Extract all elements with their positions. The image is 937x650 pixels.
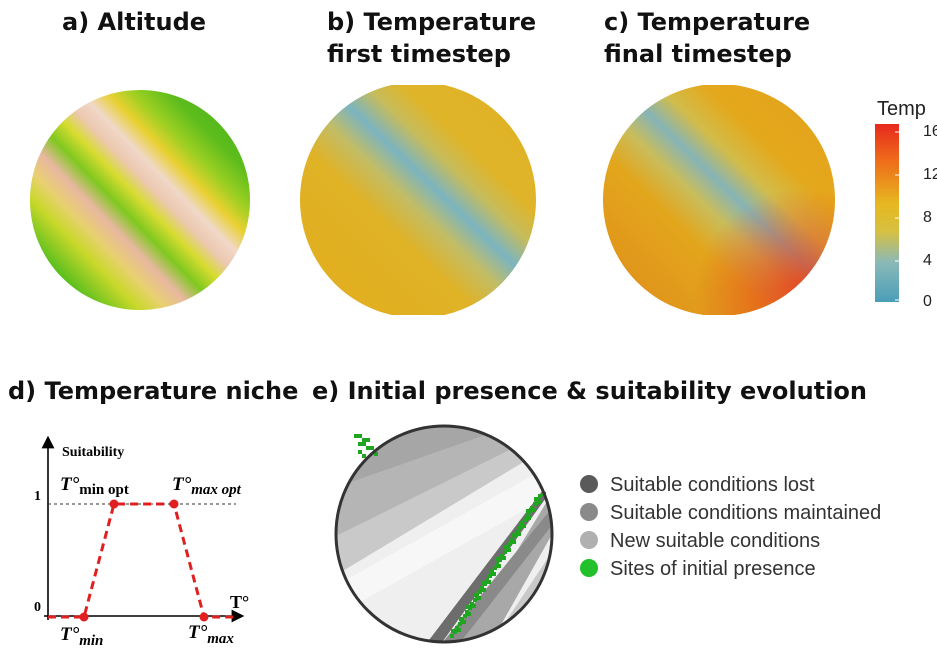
x-axis-label: T° (230, 592, 249, 612)
panel-d-title: d) Temperature niche (8, 377, 299, 405)
y-axis-label: Suitability (62, 445, 124, 460)
presence-cell (498, 558, 502, 562)
panel-a-title: a) Altitude (62, 8, 207, 36)
presence-cell (362, 438, 366, 442)
presence-cell (478, 590, 482, 594)
legend-swatch (580, 559, 598, 577)
niche-curve (48, 502, 236, 619)
temperature-first-map (300, 85, 536, 315)
presence-cell (457, 628, 461, 632)
panel-b-title-line1: b) Temperature (327, 8, 537, 36)
presence-cell (523, 518, 527, 522)
temp-tick-16: 16 (923, 123, 937, 140)
presence-cell (512, 540, 516, 544)
temp-tick-0: 0 (923, 293, 932, 310)
suitability-legend-item: Suitable conditions lost (580, 474, 815, 497)
temp-tick-12: 12 (923, 166, 937, 183)
presence-cell (502, 556, 506, 560)
presence-cell (497, 564, 501, 568)
presence-cell (477, 596, 481, 600)
label-t-min-opt: T°min opt (60, 474, 129, 498)
presence-cell (513, 534, 517, 538)
presence-cell (538, 494, 542, 498)
panel-e-title: e) Initial presence & suitability evolut… (312, 377, 867, 405)
presence-cell (508, 542, 512, 546)
initial-presence-sites (354, 434, 546, 638)
presence-cell (507, 548, 511, 552)
temp-color-bar (875, 124, 899, 302)
presence-cell (492, 572, 496, 576)
presence-cell (482, 588, 486, 592)
presence-cell (467, 612, 471, 616)
point-t-min-opt (109, 499, 119, 509)
presence-cell (453, 630, 457, 634)
presence-cell (450, 634, 454, 638)
label-t-max: T°max (188, 622, 234, 647)
suitability-legend-item: Sites of initial presence (580, 558, 816, 581)
altitude-map (30, 90, 250, 310)
presence-cell (517, 532, 521, 536)
panel-c-title: c) Temperature final timestep (604, 6, 810, 70)
legend-swatch (580, 503, 598, 521)
temperature-final-map (603, 85, 835, 315)
presence-cell (370, 446, 374, 450)
legend-label: New suitable conditions (610, 530, 821, 552)
label-t-min: T°min (60, 624, 103, 649)
presence-cell (366, 446, 370, 450)
legend-label: Sites of initial presence (610, 558, 816, 580)
map-outline (334, 424, 554, 644)
presence-cell (533, 502, 537, 506)
presence-cell (354, 434, 358, 438)
temp-tick-4: 4 (923, 252, 932, 269)
presence-cell (518, 526, 522, 530)
legend-swatch (580, 475, 598, 493)
presence-cell (483, 582, 487, 586)
presence-cell (358, 434, 362, 438)
point-t-min (79, 612, 89, 622)
presence-cell (528, 510, 532, 514)
presence-cell (532, 508, 536, 512)
presence-cell (358, 442, 362, 446)
legend-swatch (580, 531, 598, 549)
presence-cell (462, 620, 466, 624)
temp-tick-8: 8 (923, 209, 932, 226)
presence-cell (537, 500, 541, 504)
presence-cell (358, 450, 362, 454)
suitability-evolution-map (334, 424, 554, 644)
y-tick-0: 0 (34, 600, 41, 615)
temp-legend-title: Temp (877, 98, 926, 120)
suitability-legend-item: New suitable conditions (580, 530, 820, 553)
point-t-max-opt (169, 499, 179, 509)
presence-cell (362, 442, 366, 446)
presence-cell (493, 566, 497, 570)
label-t-max-opt: T°max opt (172, 474, 242, 498)
legend-label: Suitable conditions maintained (610, 502, 882, 524)
y-tick-1: 1 (34, 489, 41, 504)
presence-cell (488, 574, 492, 578)
temperature-niche-plot: Suitability T° 1 0 T°min opt T°max opt T… (34, 435, 249, 649)
legend-label: Suitable conditions lost (610, 474, 815, 496)
point-t-max (199, 612, 209, 622)
presence-cell (362, 454, 366, 458)
panel-c-title-line1: c) Temperature (604, 8, 811, 36)
presence-cell (473, 598, 477, 602)
presence-cell (468, 606, 472, 610)
presence-cell (463, 614, 467, 618)
presence-cell (522, 524, 526, 528)
presence-cell (458, 622, 462, 626)
presence-cell (527, 516, 531, 520)
panel-b-title-line2: first timestep (327, 40, 511, 68)
presence-cell (366, 438, 370, 442)
suitability-legend-item: Suitable conditions maintained (580, 502, 881, 525)
presence-cell (503, 550, 507, 554)
presence-cell (472, 604, 476, 608)
panel-b-title: b) Temperature first timestep (327, 6, 536, 70)
presence-cell (487, 580, 491, 584)
panel-c-title-line2: final timestep (604, 40, 792, 68)
presence-cell (374, 452, 378, 456)
